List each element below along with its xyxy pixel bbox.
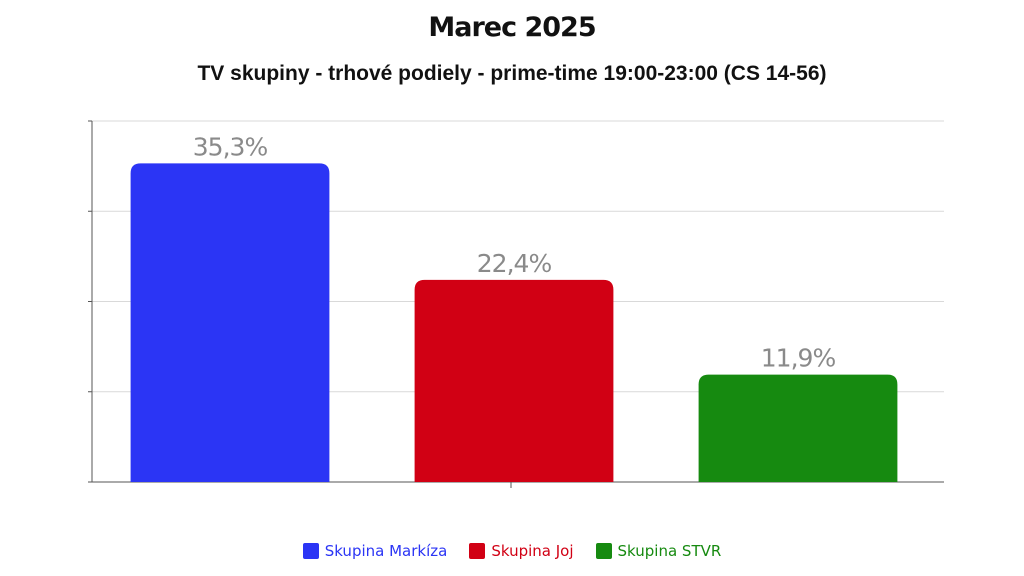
legend-label: Skupina Joj (491, 542, 574, 560)
bar (414, 279, 614, 482)
legend: Skupina Markíza Skupina Joj Skupina STVR (0, 542, 1024, 560)
legend-swatch (302, 543, 319, 559)
chart-title: Marec 2025 (428, 12, 596, 43)
chart-subtitle: TV skupiny - trhové podiely - prime-time… (197, 62, 827, 85)
bar (698, 374, 898, 482)
data-label: 35,3% (193, 132, 268, 161)
bar (130, 163, 330, 483)
legend-item: Skupina Markíza (302, 542, 448, 560)
legend-label: Skupina STVR (617, 542, 722, 560)
legend-swatch (595, 543, 612, 559)
data-label: 11,9% (761, 344, 836, 373)
legend-label: Skupina Markíza (324, 542, 448, 560)
data-label: 22,4% (477, 249, 552, 278)
legend-item: Skupina Joj (469, 542, 574, 560)
legend-item: Skupina STVR (595, 542, 722, 560)
legend-swatch (469, 543, 486, 559)
